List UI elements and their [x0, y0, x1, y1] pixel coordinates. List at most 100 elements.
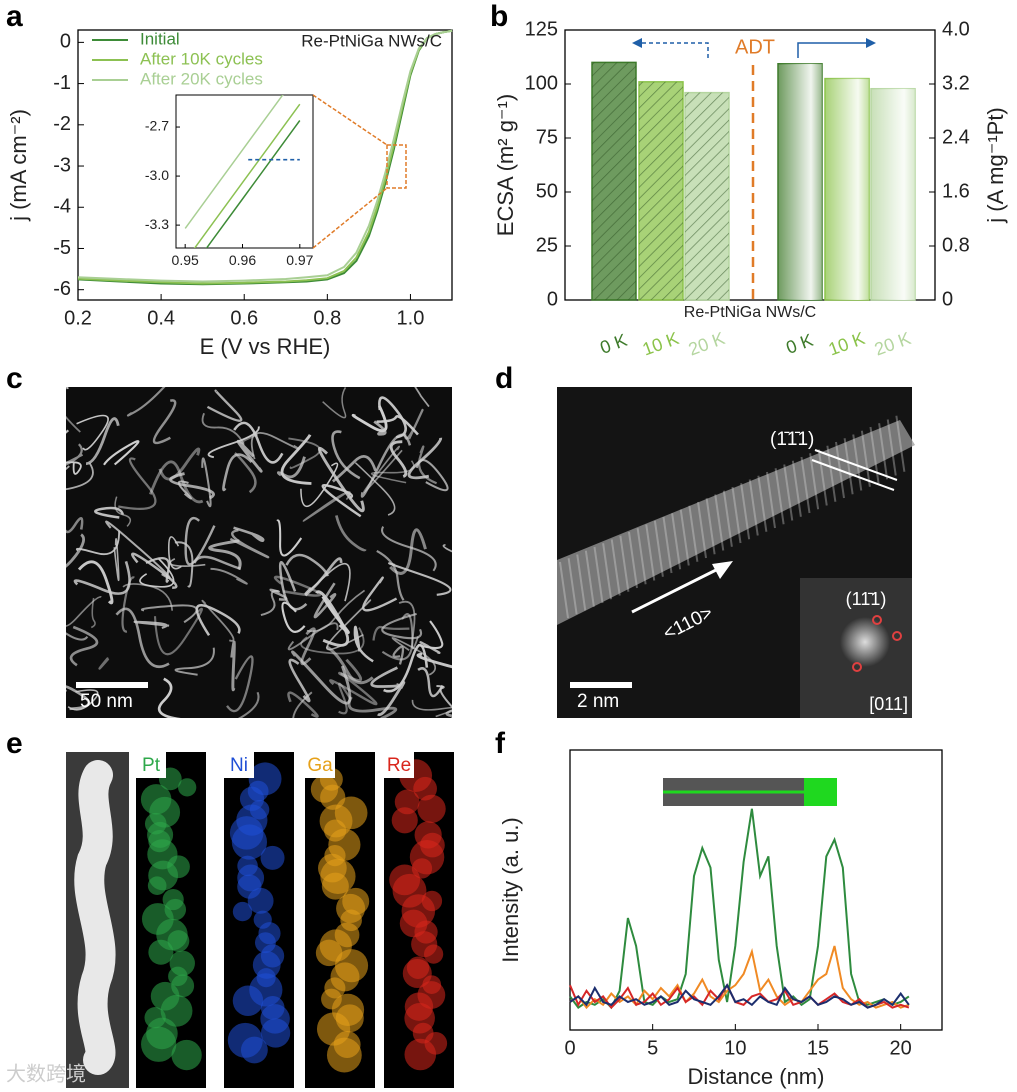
nanowire [372, 625, 410, 641]
divider-label: ADT [735, 36, 775, 58]
eds-signal [167, 930, 190, 952]
fringe [895, 415, 906, 472]
y-tick-label: -4 [53, 196, 71, 218]
x-tick-label: 10 K [640, 328, 682, 359]
nanowire [133, 620, 170, 629]
fringe [860, 430, 871, 487]
nanowire [167, 536, 182, 570]
fringe [774, 468, 785, 525]
inset-frame [175, 94, 314, 249]
fringe [679, 509, 690, 566]
y-tick-label: 4.0 [942, 18, 970, 40]
nanowire [66, 685, 91, 711]
channel-label: Re [387, 755, 411, 776]
x-tick-label: 15 [807, 1037, 829, 1059]
nanowire [73, 560, 131, 595]
nanowire [250, 432, 300, 460]
nanowire [153, 607, 203, 656]
fringe [791, 460, 802, 517]
fringe [619, 535, 630, 592]
y-tick-label: -1 [53, 72, 71, 94]
nanowire [285, 553, 329, 577]
nanowire [325, 645, 374, 685]
series-line [569, 945, 910, 1010]
channel-label-bg [305, 752, 335, 778]
nanowire [315, 590, 350, 647]
fringe [714, 494, 725, 551]
nanowire [300, 627, 365, 655]
nanowire [445, 709, 452, 718]
nanowire [207, 426, 260, 459]
x-axis-label: Distance (nm) [688, 1064, 825, 1089]
eds-signal [260, 845, 285, 870]
nanowire [229, 528, 270, 559]
y-tick-label: 125 [525, 18, 558, 40]
nanowire [376, 549, 405, 601]
fringe [843, 438, 854, 495]
nanowire [67, 689, 99, 711]
fringe [705, 498, 716, 555]
channel-label: Ni [230, 755, 248, 776]
eds-signal [160, 994, 193, 1027]
nanowire [322, 387, 347, 419]
scale-bar-label: 2 nm [577, 691, 619, 712]
nanowire [139, 558, 175, 588]
fringe [593, 546, 604, 604]
fringe [645, 524, 656, 581]
nanowire [152, 399, 177, 445]
bar-texture [685, 92, 729, 300]
eds-signal [417, 794, 446, 824]
y-tick-label: 2.4 [942, 126, 970, 148]
y-tick-label: 3.2 [942, 72, 970, 94]
nanowire [201, 457, 212, 508]
nanowire [278, 561, 308, 611]
y-axis-label: j (mA cm⁻²) [6, 109, 31, 222]
x-axis-label: E (V vs RHE) [200, 334, 331, 359]
nanowire [234, 452, 257, 494]
nanowire [201, 412, 245, 446]
channel-label: Ga [307, 755, 333, 776]
nanowire [373, 420, 387, 436]
eds-signal [391, 807, 418, 834]
lattice-fringes [559, 415, 906, 619]
nanowire [90, 597, 96, 629]
nanowire [98, 657, 110, 670]
eds-signal [315, 939, 343, 967]
axis-arrow [797, 42, 868, 58]
series-line [205, 120, 301, 248]
nanowire [177, 480, 193, 500]
legend-label: Initial [140, 29, 180, 48]
eds-signal [413, 776, 437, 801]
nanowire [141, 604, 198, 624]
eds-signal [232, 901, 253, 922]
zoom-link [312, 187, 388, 249]
nanowire [66, 443, 84, 466]
y-axis-label: Intensity (a. u.) [498, 817, 523, 963]
nanowire [66, 415, 81, 433]
nanowire [338, 682, 352, 715]
plot-frame [77, 29, 453, 301]
eds-maps: Pt Ni Ga Re [136, 752, 454, 1088]
nanowire [416, 652, 452, 669]
nanowire [389, 440, 408, 478]
nanowire [66, 517, 84, 534]
fringe [783, 464, 794, 521]
series-line [77, 29, 453, 283]
x-tick-label: 0.8 [313, 307, 341, 329]
bar-texture [825, 78, 869, 300]
fringe [628, 531, 638, 589]
nanowire [557, 420, 915, 625]
nanowire [66, 461, 82, 475]
nanowire [121, 576, 135, 633]
nanowire [66, 387, 70, 434]
nanowire [94, 506, 125, 519]
panel-labels: a b c d e f [6, 0, 513, 760]
nanowire [291, 650, 352, 705]
eds-signal [423, 944, 444, 964]
nanowire [302, 491, 351, 522]
nanowire [76, 414, 109, 451]
x-tick-label: 20 K [872, 328, 914, 359]
fft-center [840, 617, 890, 667]
zoom-link [312, 94, 388, 146]
